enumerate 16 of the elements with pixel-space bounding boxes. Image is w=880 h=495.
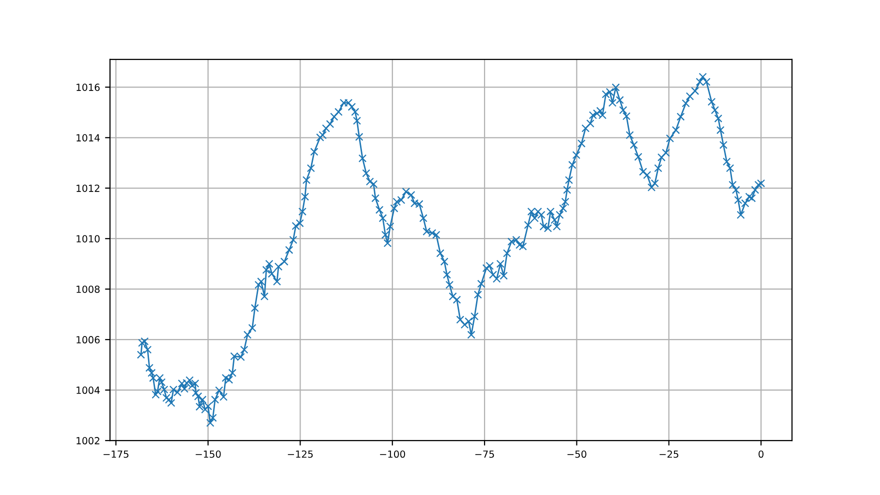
x-tick-label: −25 bbox=[660, 450, 678, 458]
y-tick-label: 1004 bbox=[76, 386, 100, 394]
y-tick-label: 1014 bbox=[76, 134, 100, 142]
x-tick-label: −75 bbox=[475, 450, 494, 458]
y-tick-label: 1010 bbox=[76, 235, 100, 242]
x-tick-label: −100 bbox=[380, 450, 406, 458]
x-tick-label: −125 bbox=[288, 450, 313, 458]
y-tick-label: 1006 bbox=[76, 336, 100, 344]
x-tick-label: −175 bbox=[104, 450, 128, 458]
y-tick-label: 1012 bbox=[76, 184, 100, 192]
y-tick-label: 1002 bbox=[76, 437, 100, 444]
x-tick-label: 0 bbox=[758, 450, 764, 458]
y-tick-label: 1008 bbox=[76, 286, 100, 293]
y-tick-label: 1016 bbox=[76, 84, 100, 91]
x-tick-label: −150 bbox=[196, 450, 221, 458]
x-tick-label: −50 bbox=[567, 450, 586, 458]
